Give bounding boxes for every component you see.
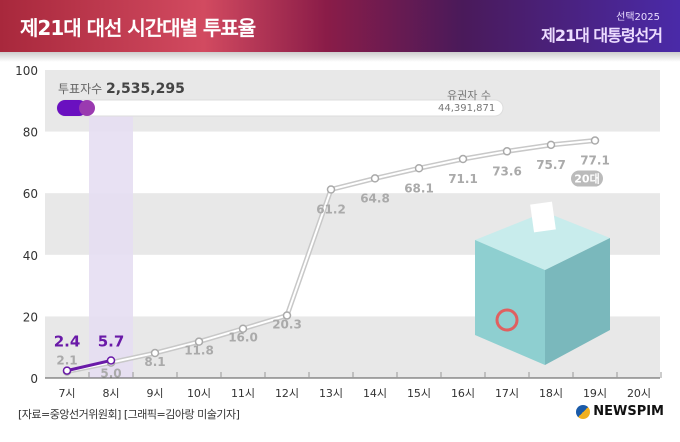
x-tick-label: 18시 [539,387,563,400]
series-20-point [238,324,248,333]
election-badge-large: 제21대 대통령선거 [541,26,663,45]
election-badge-small: 선택2025 [616,12,660,23]
series-20-data-label: 75.7 [536,158,566,172]
series-20-data-label: 61.2 [316,203,346,217]
logo-text: NEWSPIM [593,404,664,419]
y-tick-label: 0 [30,372,38,386]
series-20-point [458,154,468,164]
series-21-data-label: 5.7 [98,332,125,350]
page-title: 제21대 대선 시간대별 투표율 [20,16,256,40]
newspim-logo: NEWSPIM [576,404,664,419]
series-20-data-label: 68.1 [404,181,434,195]
series-20-data-label: 2.1 [56,354,77,368]
voters-count: 투표자수 2,535,295 [58,80,185,97]
series-20-data-label: 20.3 [272,317,302,331]
series-20-point [282,311,292,320]
ballot-box-side [545,238,610,365]
y-tick-label: 60 [23,187,38,201]
voters-progress-track [56,99,504,117]
series-20-data-label: 77.1 [580,154,610,168]
x-tick-label: 9시 [146,387,163,400]
header-shadow [0,52,680,62]
header: 제21대 대선 시간대별 투표율 선택2025 제21대 대통령선거 [0,0,680,52]
x-tick-label: 19시 [583,387,607,400]
series-20-point [370,174,380,183]
total-voters-value: 44,391,871 [438,103,496,114]
series-21-point [62,366,72,375]
x-tick-label: 16시 [451,387,475,400]
series-20-point [150,348,160,358]
y-tick-label: 20 [23,310,38,324]
ballot-paper [530,201,556,233]
series-20-data-label: 73.6 [492,164,522,178]
logo-icon [576,404,591,419]
series-20-data-label: 71.1 [448,172,478,186]
series-21-data-label: 2.4 [54,333,81,351]
series-20-data-label: 8.1 [144,355,165,369]
x-tick-label: 10시 [187,387,211,400]
x-tick-label: 13시 [319,387,343,400]
voters-label: 투표자수 [58,82,103,96]
y-tick-label: 40 [23,249,38,263]
voters-value: 2,535,295 [106,81,185,97]
series-20-point [590,136,600,145]
series-20-point [502,147,512,156]
series-21-point [106,356,116,365]
voters-progress-knob [79,100,95,116]
current-hour-highlight [89,115,133,378]
source-note: [자료=중앙선거위원회] [그래픽=김아랑 미술기자] [18,408,240,421]
series-20-point [414,164,424,173]
series-20-data-label: 16.0 [228,331,258,345]
x-tick-label: 20시 [627,387,651,400]
x-tick-label: 7시 [58,387,75,400]
series-tag-label: 20대 [574,172,599,186]
series-20-data-label: 64.8 [360,191,390,205]
ballot-box-top [475,212,610,270]
series-21-line [66,358,112,373]
voters-progress-fill [57,100,87,116]
x-tick-label: 15시 [407,387,431,400]
y-tick-label: 100 [15,64,38,78]
x-tick-label: 14시 [363,387,387,400]
series-20-point [326,185,336,194]
x-tick-label: 8시 [102,387,119,400]
series-tag-badge [571,170,603,187]
x-tick-label: 11시 [231,387,255,400]
series-20-data-label: 5.0 [100,367,121,381]
series-20-data-label: 11.8 [184,344,214,358]
series-20-point [546,140,556,150]
y-tick-label: 80 [23,126,38,140]
vote-stamp-icon [495,308,519,332]
x-tick-label: 12시 [275,387,299,400]
ballot-box-front [475,240,545,365]
total-voters-label: 유권자 수 [447,89,491,102]
series-20-point [194,337,204,346]
x-tick-label: 17시 [495,387,519,400]
